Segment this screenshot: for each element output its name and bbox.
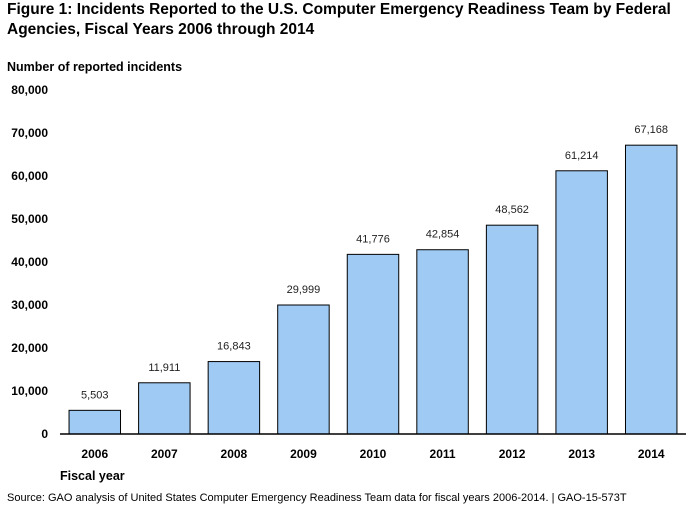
bar bbox=[416, 249, 469, 435]
x-tick-label: 2013 bbox=[568, 447, 595, 461]
x-tick-label: 2006 bbox=[81, 447, 108, 461]
data-label: 48,562 bbox=[495, 204, 529, 216]
x-axis-label: Fiscal year bbox=[60, 469, 125, 483]
y-tick-label: 40,000 bbox=[11, 255, 48, 269]
bar bbox=[555, 170, 608, 435]
bar bbox=[138, 382, 191, 435]
bar bbox=[346, 253, 400, 435]
y-tick-label: 10,000 bbox=[11, 384, 48, 398]
data-label: 42,854 bbox=[426, 229, 460, 241]
y-tick-label: 20,000 bbox=[11, 341, 48, 355]
y-axis-label: Number of reported incidents bbox=[7, 60, 183, 74]
bar bbox=[485, 224, 539, 435]
y-tick-label: 50,000 bbox=[11, 212, 48, 226]
x-tick-label: 2007 bbox=[151, 447, 178, 461]
bar bbox=[207, 361, 261, 435]
data-label: 11,911 bbox=[148, 362, 180, 374]
chart-title: Figure 1: Incidents Reported to the U.S.… bbox=[7, 1, 671, 38]
data-label: 61,214 bbox=[565, 150, 599, 162]
x-tick-label: 2009 bbox=[290, 447, 317, 461]
x-tick-label: 2014 bbox=[638, 447, 665, 461]
data-label: 16,843 bbox=[217, 341, 251, 353]
bar bbox=[624, 144, 678, 435]
x-tick-label: 2012 bbox=[499, 447, 526, 461]
source-note: Source: GAO analysis of United States Co… bbox=[7, 492, 627, 504]
x-tick-label: 2011 bbox=[430, 447, 456, 461]
y-tick-label: 30,000 bbox=[11, 298, 48, 312]
x-tick-label: 2010 bbox=[360, 447, 387, 461]
x-tick-label: 2008 bbox=[221, 447, 248, 461]
data-label: 5,503 bbox=[81, 389, 109, 401]
bar bbox=[68, 409, 122, 435]
data-label: 41,776 bbox=[356, 233, 390, 245]
data-label: 67,168 bbox=[634, 124, 668, 136]
y-tick-label: 60,000 bbox=[11, 169, 48, 183]
bar bbox=[277, 304, 330, 435]
y-tick-label: 70,000 bbox=[11, 126, 48, 140]
y-tick-label: 0 bbox=[41, 427, 48, 441]
y-tick-label: 80,000 bbox=[11, 83, 48, 97]
data-label: 29,999 bbox=[287, 284, 321, 296]
